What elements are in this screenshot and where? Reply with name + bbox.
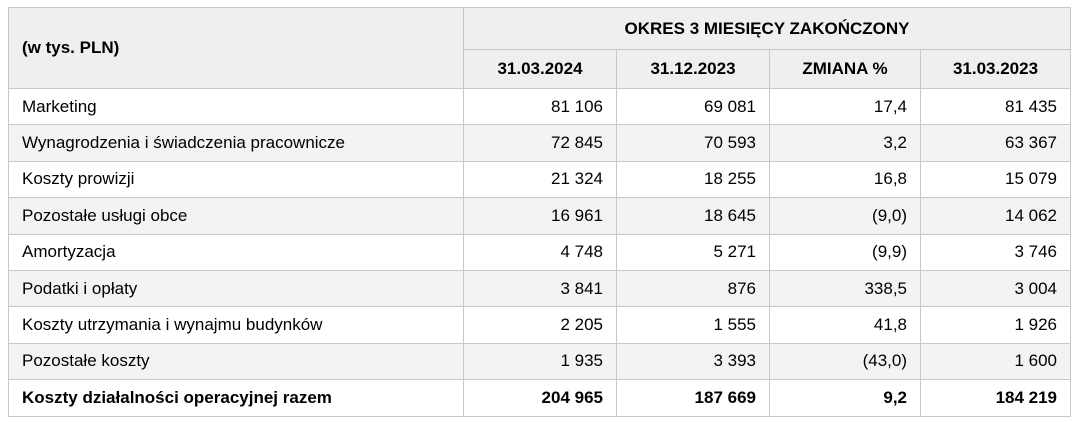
unit-label: (w tys. PLN): [8, 7, 464, 89]
period-title: OKRES 3 MIESIĘCY ZAKOŃCZONY: [462, 7, 1072, 50]
value-31-03-2024: 4 748: [463, 233, 617, 271]
total-31-03-2023: 184 219: [919, 379, 1072, 417]
row-label: Marketing: [8, 87, 464, 126]
table-row: Marketing 81 106 69 081 17,4 81 435: [8, 87, 1072, 126]
value-change: (43,0): [769, 342, 921, 381]
value-31-03-2023: 15 079: [919, 160, 1072, 199]
operating-costs-table: (w tys. PLN) OKRES 3 MIESIĘCY ZAKOŃCZONY…: [8, 7, 1072, 417]
table-row: Pozostałe usługi obce 16 961 18 645 (9,0…: [8, 197, 1072, 235]
row-label: Koszty prowizji: [8, 160, 464, 199]
column-header-31-03-2024: 31.03.2024: [463, 49, 617, 89]
table-row: Wynagrodzenia i świadczenia pracownicze …: [8, 124, 1072, 162]
total-31-12-2023: 187 669: [616, 379, 770, 417]
value-change: 17,4: [769, 87, 921, 126]
value-31-03-2024: 81 106: [463, 87, 617, 126]
value-31-03-2023: 63 367: [919, 124, 1072, 162]
value-31-03-2023: 1 600: [919, 342, 1072, 381]
row-label: Pozostałe koszty: [8, 342, 464, 381]
value-31-03-2024: 21 324: [463, 160, 617, 199]
value-change: 338,5: [769, 269, 921, 308]
total-change: 9,2: [769, 379, 921, 417]
value-31-12-2023: 5 271: [616, 233, 770, 271]
table-row: Amortyzacja 4 748 5 271 (9,9) 3 746: [8, 233, 1072, 271]
value-31-12-2023: 70 593: [616, 124, 770, 162]
value-31-03-2023: 3 746: [919, 233, 1072, 271]
value-31-03-2023: 3 004: [919, 269, 1072, 308]
value-31-12-2023: 18 255: [616, 160, 770, 199]
value-31-12-2023: 3 393: [616, 342, 770, 381]
column-header-31-03-2023: 31.03.2023: [919, 49, 1072, 89]
value-31-12-2023: 69 081: [616, 87, 770, 126]
value-31-12-2023: 876: [616, 269, 770, 308]
table-row: Koszty utrzymania i wynajmu budynków 2 2…: [8, 306, 1072, 344]
value-change: (9,0): [769, 197, 921, 235]
value-change: 3,2: [769, 124, 921, 162]
row-label: Amortyzacja: [8, 233, 464, 271]
value-change: (9,9): [769, 233, 921, 271]
value-31-03-2024: 2 205: [463, 306, 617, 344]
total-row: Koszty działalności operacyjnej razem 20…: [8, 379, 1072, 417]
value-31-03-2024: 3 841: [463, 269, 617, 308]
total-label: Koszty działalności operacyjnej razem: [8, 379, 464, 417]
total-31-03-2024: 204 965: [463, 379, 617, 417]
table-header: (w tys. PLN) OKRES 3 MIESIĘCY ZAKOŃCZONY…: [8, 7, 1072, 89]
value-change: 41,8: [769, 306, 921, 344]
value-31-03-2023: 14 062: [919, 197, 1072, 235]
value-31-03-2024: 16 961: [463, 197, 617, 235]
value-31-12-2023: 18 645: [616, 197, 770, 235]
value-31-03-2024: 72 845: [463, 124, 617, 162]
column-header-31-12-2023: 31.12.2023: [616, 49, 770, 89]
table-body: Marketing 81 106 69 081 17,4 81 435 Wyna…: [8, 87, 1072, 417]
table-row: Pozostałe koszty 1 935 3 393 (43,0) 1 60…: [8, 342, 1072, 381]
row-label: Koszty utrzymania i wynajmu budynków: [8, 306, 464, 344]
table-row: Podatki i opłaty 3 841 876 338,5 3 004: [8, 269, 1072, 308]
row-label: Wynagrodzenia i świadczenia pracownicze: [8, 124, 464, 162]
value-31-03-2023: 1 926: [919, 306, 1072, 344]
row-label: Pozostałe usługi obce: [8, 197, 464, 235]
table-row: Koszty prowizji 21 324 18 255 16,8 15 07…: [8, 160, 1072, 199]
value-change: 16,8: [769, 160, 921, 199]
column-header-change-percent: ZMIANA %: [769, 49, 921, 89]
value-31-03-2024: 1 935: [463, 342, 617, 381]
row-label: Podatki i opłaty: [8, 269, 464, 308]
value-31-12-2023: 1 555: [616, 306, 770, 344]
value-31-03-2023: 81 435: [919, 87, 1072, 126]
